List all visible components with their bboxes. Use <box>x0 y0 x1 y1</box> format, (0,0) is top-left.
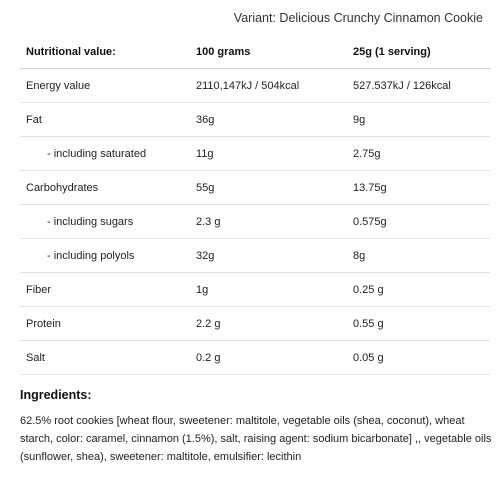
table-row: Carbohydrates 55g 13.75g <box>20 170 490 205</box>
ingredients-text: 62.5% root cookies [wheat flour, sweeten… <box>20 415 492 463</box>
table-row: Protein 2.2 g 0.55 g <box>20 306 490 341</box>
row-label: Carbohydrates <box>20 170 190 205</box>
variant-label: Variant: Delicious Crunchy Cinnamon Cook… <box>233 11 483 25</box>
table-row: Salt 0.2 g 0.05 g <box>20 340 490 375</box>
row-per-serving: 0.05 g <box>347 340 490 375</box>
table-row: Fat 36g 9g <box>20 102 490 137</box>
row-per-100: 32g <box>190 238 347 273</box>
row-per-serving: 0.575g <box>347 204 490 239</box>
row-per-100: 0.2 g <box>190 340 347 375</box>
row-label: - including saturated <box>20 136 190 171</box>
row-per-100: 11g <box>190 136 347 171</box>
table-row: - including saturated 11g 2.75g <box>20 136 490 171</box>
row-per-serving: 0.55 g <box>347 306 490 341</box>
row-label: - including sugars <box>20 204 190 239</box>
row-per-100: 2110,147kJ / 504kcal <box>190 68 347 103</box>
row-per-100: 55g <box>190 170 347 205</box>
row-per-serving: 0.25 g <box>347 272 490 307</box>
ingredients-heading: Ingredients: <box>20 388 92 402</box>
header-per-100-grams: 100 grams <box>190 36 347 69</box>
table-row: Energy value 2110,147kJ / 504kcal 527.53… <box>20 68 490 103</box>
row-label: Energy value <box>20 68 190 103</box>
row-label: Salt <box>20 340 190 375</box>
row-label: Protein <box>20 306 190 341</box>
row-per-serving: 527.537kJ / 126kcal <box>347 68 490 103</box>
nutrition-table: Nutritional value: 100 grams 25g (1 serv… <box>20 36 490 375</box>
header-nutritional-value: Nutritional value: <box>20 36 190 69</box>
row-per-100: 1g <box>190 272 347 307</box>
row-label: - including polyols <box>20 238 190 273</box>
table-header-row: Nutritional value: 100 grams 25g (1 serv… <box>20 36 490 69</box>
row-per-100: 36g <box>190 102 347 137</box>
table-row: Fiber 1g 0.25 g <box>20 272 490 307</box>
row-per-100: 2.3 g <box>190 204 347 239</box>
row-per-100: 2.2 g <box>190 306 347 341</box>
table-row: - including polyols 32g 8g <box>20 238 490 273</box>
header-per-serving: 25g (1 serving) <box>347 36 490 69</box>
row-per-serving: 8g <box>347 238 490 273</box>
row-label: Fiber <box>20 272 190 307</box>
row-label: Fat <box>20 102 190 137</box>
row-per-serving: 9g <box>347 102 490 137</box>
row-per-serving: 2.75g <box>347 136 490 171</box>
table-row: - including sugars 2.3 g 0.575g <box>20 204 490 239</box>
row-per-serving: 13.75g <box>347 170 490 205</box>
